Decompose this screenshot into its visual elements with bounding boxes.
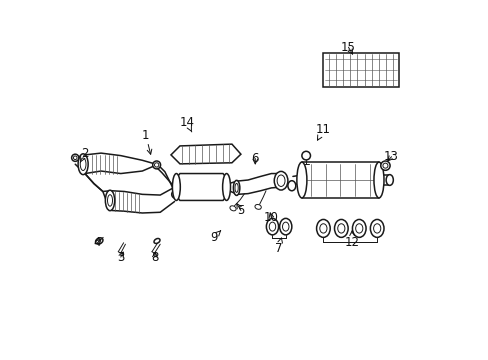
Ellipse shape [266, 219, 278, 235]
Ellipse shape [274, 171, 287, 190]
Ellipse shape [78, 154, 88, 175]
Ellipse shape [301, 151, 310, 160]
Ellipse shape [173, 192, 178, 197]
Ellipse shape [277, 175, 285, 186]
Ellipse shape [107, 195, 112, 206]
Ellipse shape [319, 224, 326, 233]
Ellipse shape [105, 190, 115, 211]
Ellipse shape [229, 206, 236, 211]
Ellipse shape [72, 154, 79, 161]
Ellipse shape [380, 161, 389, 170]
Ellipse shape [373, 162, 383, 198]
Text: 6: 6 [251, 152, 259, 165]
Ellipse shape [337, 224, 344, 233]
Polygon shape [176, 174, 226, 201]
Ellipse shape [279, 219, 291, 235]
Ellipse shape [152, 161, 160, 169]
Ellipse shape [222, 174, 230, 201]
Polygon shape [171, 144, 241, 164]
Ellipse shape [233, 180, 239, 195]
Ellipse shape [334, 220, 347, 237]
Ellipse shape [316, 220, 329, 237]
Ellipse shape [154, 163, 159, 167]
Text: 4: 4 [94, 236, 101, 249]
Ellipse shape [355, 224, 362, 233]
Ellipse shape [73, 156, 77, 159]
Ellipse shape [171, 190, 179, 198]
Ellipse shape [95, 238, 103, 244]
Ellipse shape [382, 163, 387, 168]
Ellipse shape [373, 224, 380, 233]
Ellipse shape [235, 183, 238, 192]
Text: 9: 9 [210, 231, 220, 244]
Ellipse shape [296, 162, 306, 198]
Text: 8: 8 [151, 251, 158, 264]
Ellipse shape [172, 174, 180, 201]
Ellipse shape [287, 181, 295, 191]
Ellipse shape [269, 222, 275, 231]
Ellipse shape [254, 204, 261, 209]
Ellipse shape [386, 175, 392, 185]
Text: 10: 10 [264, 211, 278, 224]
Text: 5: 5 [236, 204, 244, 217]
Text: 14: 14 [179, 116, 194, 132]
Text: 3: 3 [117, 251, 124, 264]
Text: 11: 11 [315, 123, 330, 140]
Text: 7: 7 [274, 238, 282, 255]
Text: 2: 2 [80, 147, 88, 162]
Ellipse shape [154, 238, 160, 243]
Text: 1: 1 [142, 129, 151, 154]
Text: 12: 12 [344, 231, 359, 249]
Ellipse shape [352, 220, 366, 237]
Ellipse shape [282, 222, 288, 231]
Text: 15: 15 [340, 41, 355, 54]
Ellipse shape [80, 158, 86, 171]
Text: 13: 13 [383, 150, 398, 163]
Polygon shape [323, 53, 398, 87]
Ellipse shape [369, 220, 383, 237]
